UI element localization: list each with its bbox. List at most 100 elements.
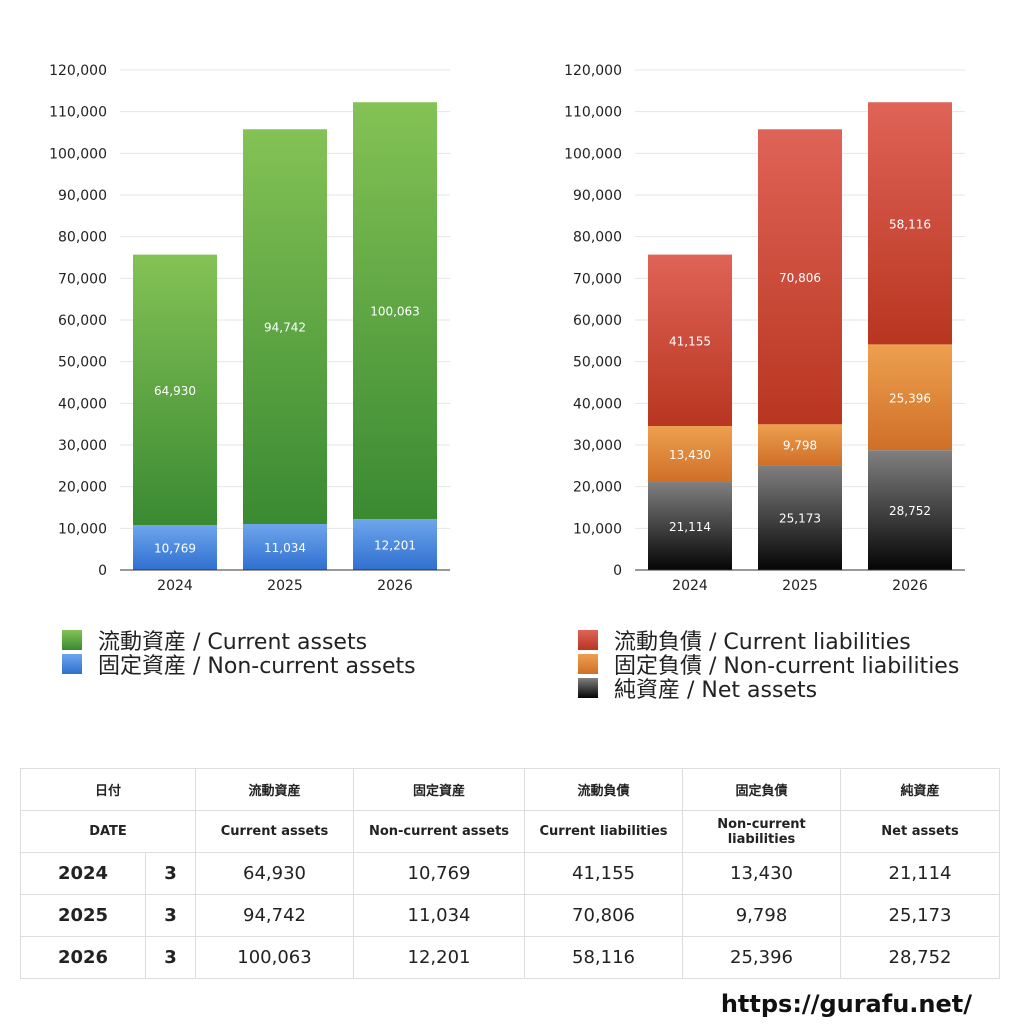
row-value: 10,769 bbox=[353, 852, 525, 895]
legend-item: 固定資産 / Non-current assets bbox=[62, 652, 416, 679]
y-tick-label: 80,000 bbox=[58, 230, 107, 246]
bar-segment bbox=[243, 129, 327, 525]
liabilities-legend: 流動負債 / Current liabilities 固定負債 / Non-cur… bbox=[578, 628, 959, 703]
bar-segment bbox=[648, 254, 732, 427]
site-url: https://gurafu.net/ bbox=[720, 990, 972, 1018]
y-tick-label: 100,000 bbox=[564, 146, 622, 162]
data-label: 25,173 bbox=[779, 512, 821, 526]
x-tick-label: 2025 bbox=[782, 578, 818, 594]
data-label: 9,798 bbox=[783, 439, 817, 453]
legend-item: 流動負債 / Current liabilities bbox=[578, 628, 959, 655]
table-header-row-jp: 日付 流動資産 固定資産 流動負債 固定負債 純資産 bbox=[20, 768, 1000, 811]
x-tick-label: 2026 bbox=[892, 578, 928, 594]
bar-segment bbox=[133, 525, 217, 570]
y-tick-label: 70,000 bbox=[58, 271, 107, 287]
y-tick-label: 110,000 bbox=[564, 105, 622, 121]
y-tick-label: 0 bbox=[98, 563, 107, 579]
bar-segment bbox=[133, 254, 217, 526]
header-non-current-assets-en: Non-current assets bbox=[353, 810, 525, 853]
data-label: 28,752 bbox=[889, 504, 931, 518]
assets-legend: 流動資産 / Current assets 固定資産 / Non-current … bbox=[62, 628, 416, 679]
header-net-assets-en: Net assets bbox=[840, 810, 1000, 853]
y-tick-label: 40,000 bbox=[58, 396, 107, 412]
bar-segment bbox=[353, 102, 437, 520]
row-value: 28,752 bbox=[840, 936, 1000, 979]
y-tick-label: 30,000 bbox=[573, 438, 622, 454]
header-current-assets-jp: 流動資産 bbox=[195, 768, 354, 811]
row-month: 3 bbox=[145, 852, 196, 895]
row-value: 9,798 bbox=[682, 894, 841, 937]
row-value: 70,806 bbox=[524, 894, 683, 937]
bar-segment bbox=[243, 524, 327, 570]
legend-label: 固定資産 / Non-current assets bbox=[98, 654, 416, 679]
header-date-en: DATE bbox=[20, 810, 196, 853]
data-label: 10,769 bbox=[154, 542, 196, 556]
legend-swatch bbox=[578, 678, 598, 698]
row-month: 3 bbox=[145, 894, 196, 937]
bar-segment bbox=[353, 519, 437, 570]
legend-swatch bbox=[62, 654, 82, 674]
row-value: 100,063 bbox=[195, 936, 354, 979]
legend-label: 流動資産 / Current assets bbox=[98, 630, 368, 655]
data-label: 25,396 bbox=[889, 391, 931, 405]
row-value: 25,173 bbox=[840, 894, 1000, 937]
data-label: 21,114 bbox=[669, 520, 711, 534]
data-label: 64,930 bbox=[154, 384, 196, 398]
y-tick-label: 60,000 bbox=[573, 313, 622, 329]
data-label: 70,806 bbox=[779, 271, 821, 285]
liabilities-chart: 0 10,000 20,000 30,000 40,000 50,000 60,000 70,… bbox=[535, 50, 1015, 610]
row-value: 94,742 bbox=[195, 894, 354, 937]
legend-item: 流動資産 / Current assets bbox=[62, 628, 416, 655]
y-tick-label: 40,000 bbox=[573, 396, 622, 412]
legend-swatch bbox=[62, 630, 82, 650]
legend-label: 流動負債 / Current liabilities bbox=[614, 630, 911, 655]
data-label: 100,063 bbox=[370, 305, 420, 319]
row-year: 2025 bbox=[20, 894, 146, 937]
data-label: 41,155 bbox=[669, 334, 711, 348]
chart-svg: 0 10,000 20,000 30,000 40,000 50,000 60,000 70,… bbox=[49, 63, 450, 594]
x-tick-label: 2024 bbox=[672, 578, 708, 594]
row-value: 25,396 bbox=[682, 936, 841, 979]
row-value: 21,114 bbox=[840, 852, 1000, 895]
y-tick-label: 120,000 bbox=[49, 63, 107, 79]
y-tick-label: 90,000 bbox=[58, 188, 107, 204]
legend-label: 固定負債 / Non-current liabilities bbox=[614, 654, 960, 679]
row-value: 11,034 bbox=[353, 894, 525, 937]
row-value: 12,201 bbox=[353, 936, 525, 979]
assets-chart: 0 10,000 20,000 30,000 40,000 50,000 60,000 70,… bbox=[20, 50, 500, 610]
y-tick-label: 120,000 bbox=[564, 63, 622, 79]
table-row: 2025 3 94,742 11,034 70,806 9,798 25,173 bbox=[20, 894, 1000, 937]
legend-item: 固定負債 / Non-current liabilities bbox=[578, 652, 959, 679]
y-tick-label: 90,000 bbox=[573, 188, 622, 204]
legend-item: 純資産 / Net assets bbox=[578, 676, 959, 703]
data-label: 12,201 bbox=[374, 539, 416, 553]
balance-sheet-table: 日付 流動資産 固定資産 流動負債 固定負債 純資産 DATE Current … bbox=[20, 768, 1000, 979]
y-tick-label: 0 bbox=[613, 563, 622, 579]
header-non-current-liabilities-jp: 固定負債 bbox=[682, 768, 841, 811]
legend-swatch bbox=[578, 654, 598, 674]
data-label: 94,742 bbox=[264, 321, 306, 335]
table-row: 2026 3 100,063 12,201 58,116 25,396 28,752 bbox=[20, 936, 1000, 979]
legend-swatch bbox=[578, 630, 598, 650]
x-tick-label: 2025 bbox=[267, 578, 303, 594]
bar-segment bbox=[758, 129, 842, 425]
table-row: 2024 3 64,930 10,769 41,155 13,430 21,114 bbox=[20, 852, 1000, 895]
y-tick-label: 100,000 bbox=[49, 146, 107, 162]
bar-segment bbox=[868, 344, 952, 451]
y-tick-label: 20,000 bbox=[58, 480, 107, 496]
x-tick-label: 2026 bbox=[377, 578, 413, 594]
bar-segment bbox=[868, 102, 952, 345]
y-tick-label: 30,000 bbox=[58, 438, 107, 454]
header-non-current-assets-jp: 固定資産 bbox=[353, 768, 525, 811]
y-tick-label: 20,000 bbox=[573, 480, 622, 496]
row-value: 64,930 bbox=[195, 852, 354, 895]
row-month: 3 bbox=[145, 936, 196, 979]
data-label: 13,430 bbox=[669, 448, 711, 462]
bar-segment bbox=[648, 482, 732, 570]
y-tick-label: 60,000 bbox=[58, 313, 107, 329]
y-tick-label: 10,000 bbox=[58, 521, 107, 537]
data-label: 58,116 bbox=[889, 217, 931, 231]
row-year: 2026 bbox=[20, 936, 146, 979]
legend-label: 純資産 / Net assets bbox=[614, 678, 818, 703]
bar-segment bbox=[868, 450, 952, 570]
